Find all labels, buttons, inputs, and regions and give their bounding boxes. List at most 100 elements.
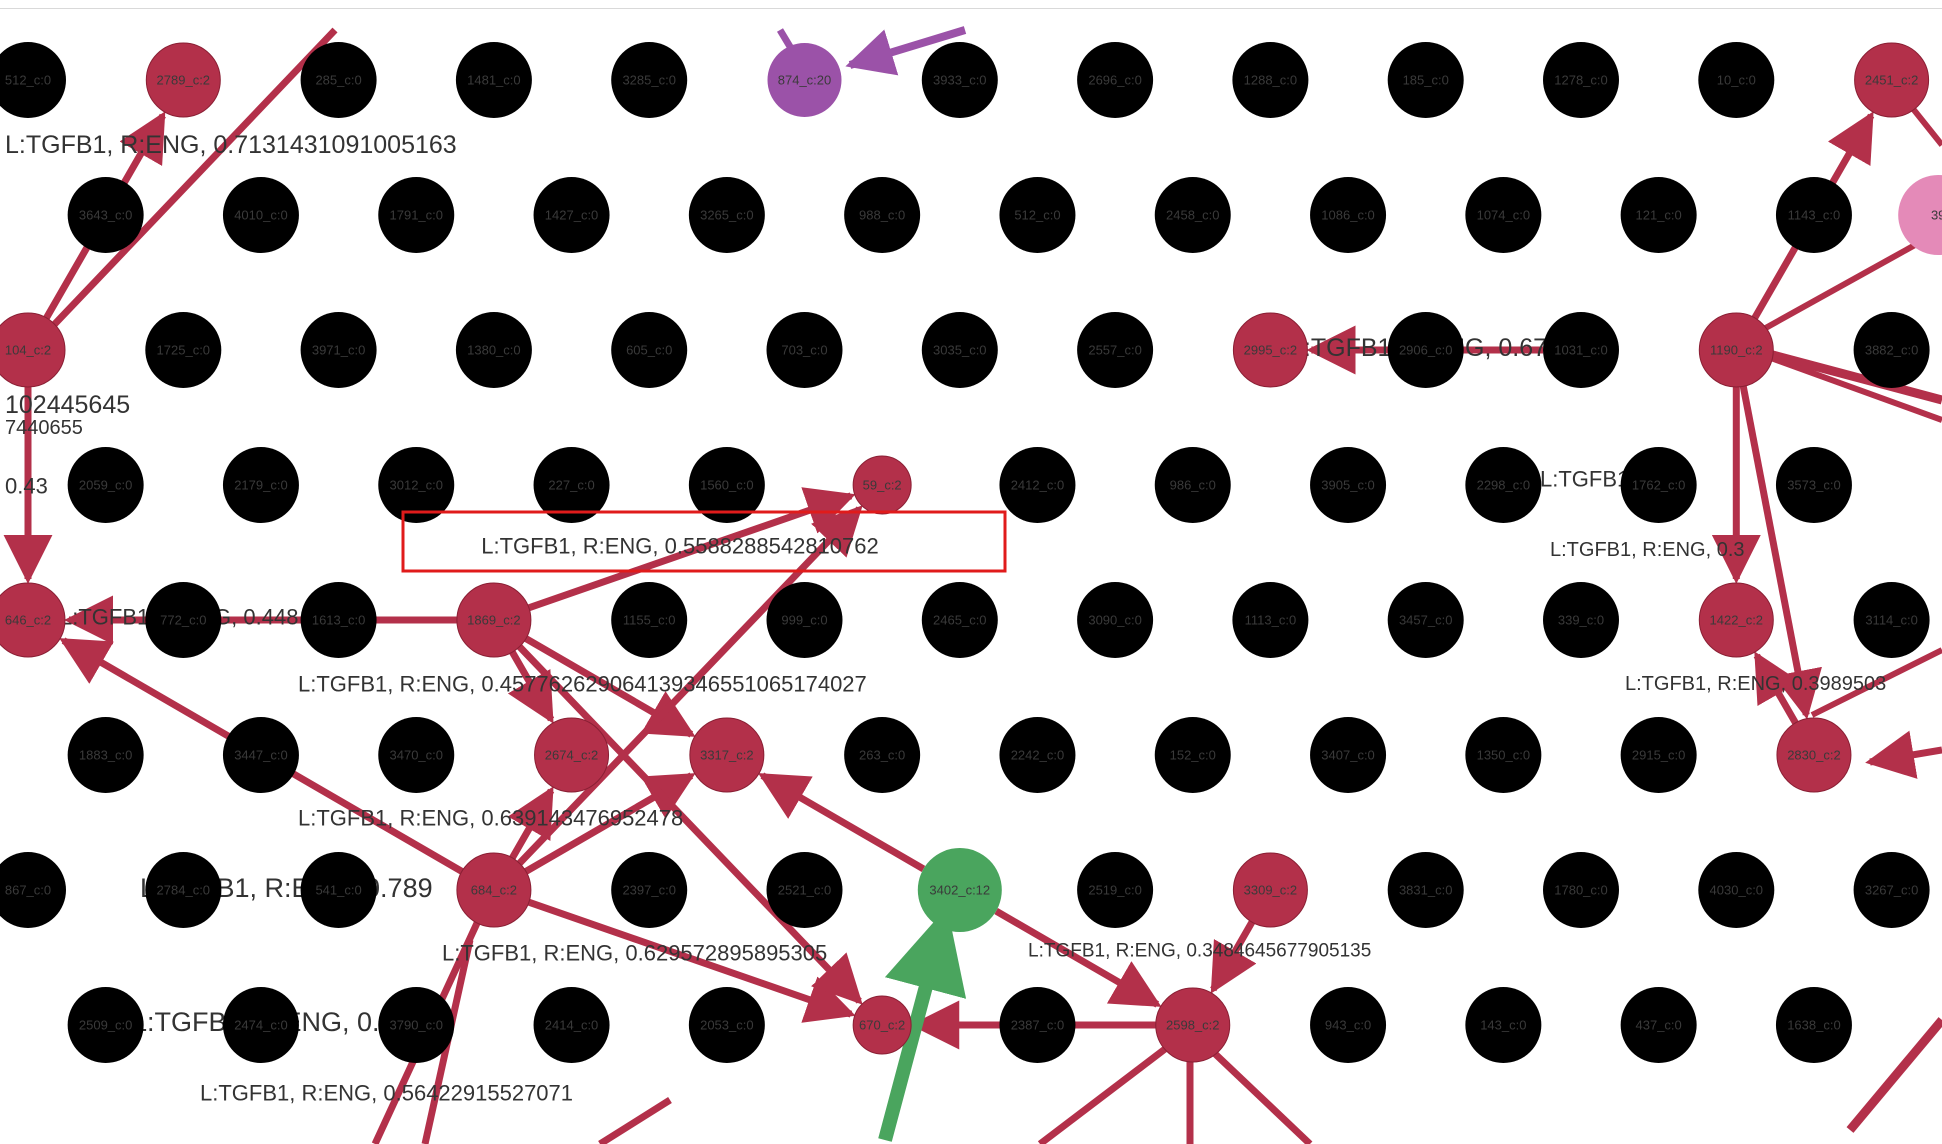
node-circle[interactable] [688,987,765,1063]
node-circle[interactable] [921,42,998,118]
node-143_c:0[interactable]: 143_c:0 [1465,987,1542,1063]
node-circle[interactable] [1387,312,1464,388]
node-circle[interactable] [611,312,688,388]
node-670_c:2[interactable]: 670_c:2 [852,995,912,1055]
node-285_c:0[interactable]: 285_c:0 [300,42,377,118]
node-circle[interactable] [999,717,1076,793]
node-circle[interactable] [1310,447,1387,523]
node-1869_c:2[interactable]: 1869_c:2 [456,582,532,658]
node-2696_c:0[interactable]: 2696_c:0 [1077,42,1154,118]
node-circle[interactable] [1310,717,1387,793]
node-circle[interactable] [300,582,377,658]
node-circle[interactable] [1465,177,1542,253]
node-circle[interactable] [378,447,455,523]
node-circle[interactable] [1543,42,1619,118]
node-3114_c:0[interactable]: 3114_c:0 [1853,582,1930,658]
node-circle[interactable] [455,42,532,118]
node-3882_c:0[interactable]: 3882_c:0 [1853,312,1930,388]
node-circle[interactable] [1077,42,1154,118]
node-circle[interactable] [1310,987,1387,1063]
node-circle[interactable] [456,852,532,928]
node-988_c:0[interactable]: 988_c:0 [844,177,921,253]
node-4010_c:0[interactable]: 4010_c:0 [222,177,299,253]
node-2387_c:0[interactable]: 2387_c:0 [999,987,1076,1063]
node-1883_c:0[interactable]: 1883_c:0 [67,717,144,793]
node-circle[interactable] [145,582,222,658]
node-circle[interactable] [611,852,688,928]
node-1422_c:2[interactable]: 1422_c:2 [1698,582,1774,658]
node-circle[interactable] [999,447,1076,523]
node-circle[interactable] [1232,42,1309,118]
node-circle[interactable] [1232,852,1308,928]
node-circle[interactable] [1387,582,1464,658]
node-2521_c:0[interactable]: 2521_c:0 [766,852,843,928]
node-2830_c:2[interactable]: 2830_c:2 [1776,717,1852,793]
node-3447_c:0[interactable]: 3447_c:0 [222,717,299,793]
node-2509_c:0[interactable]: 2509_c:0 [67,987,144,1063]
node-circle[interactable] [999,177,1076,253]
node-circle[interactable] [0,852,66,928]
node-circle[interactable] [145,852,222,928]
node-circle[interactable] [852,995,912,1055]
node-circle[interactable] [67,987,144,1063]
node-circle[interactable] [145,42,221,118]
node-339_c:0[interactable]: 339_c:0 [1543,582,1619,658]
node-circle[interactable] [1465,987,1542,1063]
node-2598_c:2[interactable]: 2598_c:2 [1155,987,1231,1063]
node-circle[interactable] [1775,177,1852,253]
node-2412_c:0[interactable]: 2412_c:0 [999,447,1076,523]
node-3090_c:0[interactable]: 3090_c:0 [1077,582,1154,658]
node-437_c:0[interactable]: 437_c:0 [1620,987,1697,1063]
node-1190_c:2[interactable]: 1190_c:2 [1698,312,1774,388]
node-2674_c:2[interactable]: 2674_c:2 [534,717,610,793]
node-circle[interactable] [1387,852,1464,928]
node-1288_c:0[interactable]: 1288_c:0 [1232,42,1309,118]
node-2789_c:2[interactable]: 2789_c:2 [145,42,221,118]
node-3012_c:0[interactable]: 3012_c:0 [378,447,455,523]
node-circle[interactable] [1543,582,1619,658]
node-867_c:0[interactable]: 867_c:0 [0,852,66,928]
node-3317_c:2[interactable]: 3317_c:2 [689,717,765,793]
node-circle[interactable] [611,42,688,118]
node-1638_c:0[interactable]: 1638_c:0 [1775,987,1852,1063]
node-1780_c:0[interactable]: 1780_c:0 [1543,852,1619,928]
node-3573_c:0[interactable]: 3573_c:0 [1775,447,1852,523]
node-541_c:0[interactable]: 541_c:0 [300,852,377,928]
node-3309_c:2[interactable]: 3309_c:2 [1232,852,1308,928]
node-circle[interactable] [766,582,843,658]
node-circle[interactable] [1543,852,1619,928]
node-227_c:0[interactable]: 227_c:0 [533,447,610,523]
node-circle[interactable] [1310,177,1387,253]
node-1481_c:0[interactable]: 1481_c:0 [455,42,532,118]
node-circle[interactable] [534,717,610,793]
node-circle[interactable] [456,582,532,658]
node-circle[interactable] [767,43,842,117]
node-circle[interactable] [1232,312,1308,388]
node-circle[interactable] [1775,447,1852,523]
node-3265_c:0[interactable]: 3265_c:0 [688,177,765,253]
node-circle[interactable] [1465,447,1542,523]
node-circle[interactable] [533,447,610,523]
node-1791_c:0[interactable]: 1791_c:0 [378,177,455,253]
node-circle[interactable] [145,312,222,388]
node-circle[interactable] [1698,852,1775,928]
node-1278_c:0[interactable]: 1278_c:0 [1543,42,1619,118]
node-circle[interactable] [766,312,843,388]
node-circle[interactable] [1232,582,1309,658]
node-1155_c:0[interactable]: 1155_c:0 [611,582,688,658]
node-circle[interactable] [852,455,912,515]
node-605_c:0[interactable]: 605_c:0 [611,312,688,388]
node-512_c:0[interactable]: 512_c:0 [0,42,66,118]
node-circle[interactable] [0,42,66,118]
node-2995_c:2[interactable]: 2995_c:2 [1232,312,1308,388]
node-circle[interactable] [222,717,299,793]
node-3643_c:0[interactable]: 3643_c:0 [67,177,144,253]
node-circle[interactable] [67,447,144,523]
node-circle[interactable] [766,852,843,928]
node-circle[interactable] [0,312,66,388]
node-512_c:0[interactable]: 512_c:0 [999,177,1076,253]
node-3790_c:0[interactable]: 3790_c:0 [378,987,455,1063]
node-999_c:0[interactable]: 999_c:0 [766,582,843,658]
node-circle[interactable] [67,177,144,253]
node-874_c:20[interactable]: 874_c:20 [767,43,842,117]
